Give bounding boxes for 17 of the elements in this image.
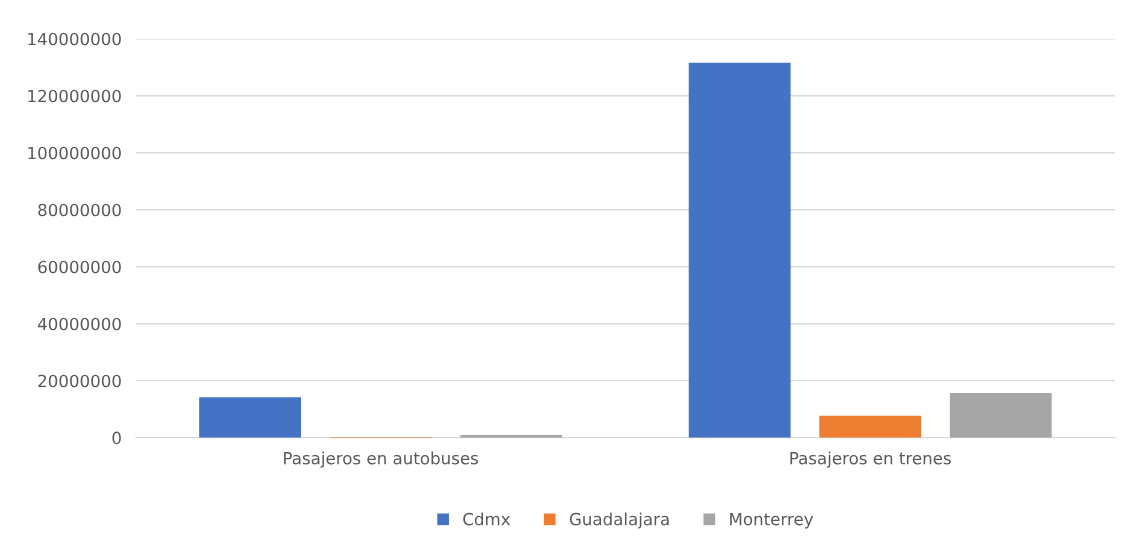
legend-label: Monterrey: [730, 513, 814, 529]
x-tick-label: Pasajeros en autobuses: [284, 451, 478, 468]
y-tick-label: 100000000: [28, 146, 121, 160]
bar: [949, 392, 1052, 438]
bar: [688, 62, 791, 438]
y-tick-label: 60000000: [38, 260, 121, 274]
x-tick-label: Pasajeros en trenes: [790, 451, 951, 468]
legend-label: Guadalajara: [569, 512, 669, 529]
legend-label: Cdmx: [463, 512, 511, 526]
y-tick-label: 140000000: [28, 32, 121, 46]
bar: [199, 397, 301, 438]
y-tick-label: 20000000: [38, 374, 121, 388]
y-tick-label: 40000000: [37, 317, 121, 331]
y-tick-label: 80000000: [38, 203, 121, 217]
bar: [819, 415, 922, 438]
y-tick-label: 120000000: [28, 89, 121, 103]
y-tick-label: 0: [112, 431, 121, 445]
